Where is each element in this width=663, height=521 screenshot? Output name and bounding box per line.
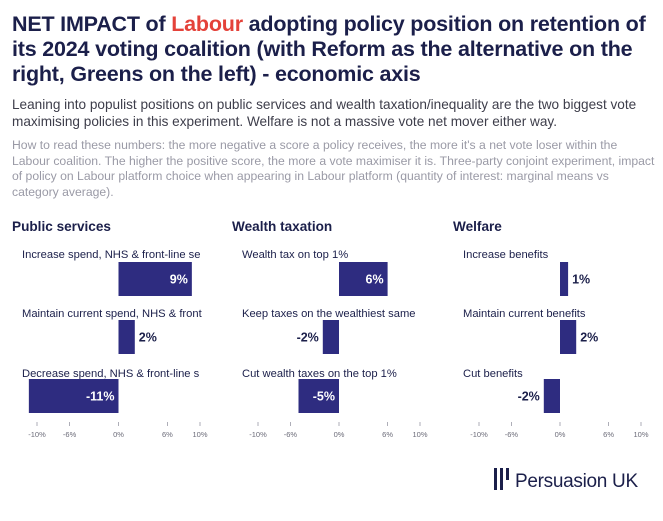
x-tick-label: -6% [284, 430, 298, 439]
how-to-read-note: How to read these numbers: the more nega… [12, 138, 655, 199]
chart-subtitle: Leaning into populist positions on publi… [12, 97, 637, 129]
x-tick-label: -10% [28, 430, 46, 439]
x-tick-label: 10% [192, 430, 207, 439]
x-tick-label: 6% [162, 430, 173, 439]
data-label: 6% [366, 273, 384, 287]
category-label: Decrease spend, NHS & front-line s [22, 368, 200, 380]
data-label: 9% [170, 273, 188, 287]
data-label: 2% [139, 331, 157, 345]
category-label: Increase benefits [463, 249, 549, 261]
x-tick-label: -10% [470, 430, 488, 439]
data-label: -11% [86, 390, 115, 404]
title-accent: Labour [171, 12, 243, 36]
x-tick-label: 0% [555, 430, 566, 439]
title-post: adopting policy position on retention of… [12, 12, 646, 86]
bar [322, 320, 339, 354]
bar [118, 320, 135, 354]
category-label: Keep taxes on the wealthiest same [242, 308, 416, 320]
x-tick-label: -6% [505, 430, 519, 439]
x-tick-label: 10% [412, 430, 427, 439]
bar [28, 379, 119, 413]
category-label: Cut benefits [463, 368, 523, 380]
category-label: Maintain current spend, NHS & front [22, 308, 203, 320]
x-tick-label: 6% [603, 430, 614, 439]
bar [560, 262, 569, 296]
bar [339, 262, 388, 296]
chart-title: NET IMPACT of Labour adopting policy pos… [12, 12, 657, 87]
data-label: -2% [297, 331, 319, 345]
bar [543, 379, 560, 413]
panel-2: Increase benefits 1% Maintain current bene… [463, 249, 649, 439]
bar [298, 379, 339, 413]
bar [560, 320, 577, 354]
x-tick-label: -6% [63, 430, 77, 439]
data-label: 1% [572, 273, 590, 287]
data-label: -2% [518, 390, 540, 404]
logo-text: Persuasion UK [515, 471, 638, 492]
x-tick-label: -10% [249, 430, 267, 439]
category-label: Cut wealth taxes on the top 1% [242, 368, 397, 380]
category-label: Increase spend, NHS & front-line se [22, 249, 200, 261]
x-tick-label: 0% [113, 430, 124, 439]
panel-0: Increase spend, NHS & front-line se 9% Mai… [22, 249, 208, 439]
bar [118, 262, 192, 296]
panel-title-welfare: Welfare [453, 219, 502, 234]
category-label: Wealth tax on top 1% [242, 249, 348, 261]
x-tick-label: 10% [633, 430, 648, 439]
panel-1: Wealth tax on top 1% 6% Keep taxes on the … [242, 249, 428, 439]
category-label: Maintain current benefits [463, 308, 586, 320]
data-label: 2% [580, 331, 598, 345]
data-label: -5% [313, 390, 335, 404]
panel-title-wealth-taxation: Wealth taxation [232, 219, 333, 234]
x-tick-label: 0% [334, 430, 345, 439]
title-pre: NET IMPACT of [12, 12, 172, 36]
panel-title-public-services: Public services [12, 219, 111, 234]
x-tick-label: 6% [382, 430, 393, 439]
